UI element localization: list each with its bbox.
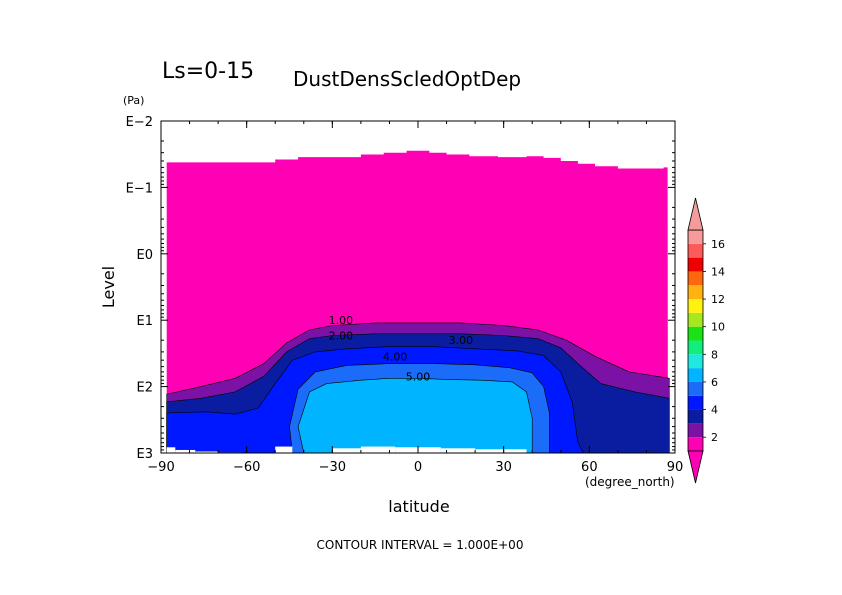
colorbar-band: [688, 271, 703, 286]
colorbar-tick-label: 8: [711, 348, 718, 361]
contour-label: 5.00: [406, 370, 431, 383]
colorbar-band: [688, 368, 703, 382]
y-tick-label: E1: [137, 314, 154, 329]
colorbar-tick-label: 6: [711, 376, 718, 389]
missing-gap: [275, 446, 293, 453]
x-axis-label: latitude: [388, 497, 449, 516]
colorbar-tick-label: 4: [711, 404, 718, 417]
colorbar-band: [688, 230, 703, 244]
colorbar-over-arrow: [687, 197, 704, 231]
missing-gap: [195, 451, 219, 453]
missing-gap: [175, 449, 196, 453]
plot-area: [166, 150, 670, 453]
x-tick-label: 0: [414, 460, 422, 475]
colorbar-band: [688, 395, 703, 410]
contour-label: 3.00: [449, 334, 474, 347]
colorbar-tick-label: 12: [711, 293, 725, 306]
x-tick-label: 60: [581, 460, 598, 475]
colorbar-tick-label: 16: [711, 238, 725, 251]
colorbar-under-arrow: [687, 450, 704, 484]
colorbar-tick-label: 14: [711, 265, 725, 278]
colorbar-tick-label: 2: [711, 431, 718, 444]
contour-label: 1.00: [329, 314, 354, 327]
contour-region: [297, 378, 533, 453]
colorbar-band: [688, 326, 703, 341]
contour-labels: 1.00 2.00 3.00 4.00 5.00: [329, 314, 473, 383]
title-left: Ls=0-15: [162, 59, 254, 84]
contour-fills: [166, 150, 670, 453]
missing-gap: [332, 448, 361, 453]
y-tick-label: E3: [137, 447, 154, 462]
y-tick-label: E−1: [126, 181, 153, 196]
colorbar-tick-label: 10: [711, 321, 725, 334]
x-unit: (degree_north): [585, 475, 675, 489]
colorbar-band: [688, 437, 703, 451]
contour-label: 4.00: [383, 350, 408, 363]
colorbar-band: [688, 285, 703, 300]
colorbar-band: [688, 381, 703, 396]
colorbar-band: [688, 257, 703, 272]
colorbar-band: [688, 299, 703, 313]
footer-contour-interval: CONTOUR INTERVAL = 1.000E+00: [317, 538, 524, 552]
missing-gap: [166, 447, 176, 453]
contour-label: 2.00: [329, 330, 354, 343]
y-unit: (Pa): [123, 94, 144, 107]
colorbar: 2 4 6 8 10 12 14 16: [687, 197, 725, 484]
y-tick-label: E0: [137, 248, 154, 263]
missing-gap: [440, 448, 476, 453]
colorbar-band: [688, 312, 703, 327]
colorbar-band: [688, 340, 703, 355]
missing-gap: [360, 446, 396, 453]
y-tick-labels: E−2 E−1 E0 E1 E2 E3: [126, 115, 153, 462]
y-axis-label: Level: [99, 266, 118, 308]
x-tick-label: −60: [233, 460, 260, 475]
missing-gap: [475, 449, 527, 453]
colorbar-band: [688, 243, 703, 258]
x-tick-label: 30: [495, 460, 512, 475]
y-tick-label: E−2: [126, 115, 153, 130]
colorbar-band: [688, 423, 703, 438]
axis-ticks: [160, 120, 676, 454]
chart-title: DustDensScledOptDep: [293, 67, 521, 91]
x-tick-labels: −90 −60 −30 0 30 60 90: [147, 460, 683, 475]
x-tick-label: 90: [667, 460, 684, 475]
x-tick-label: −30: [319, 460, 346, 475]
colorbar-band: [688, 409, 703, 424]
x-tick-label: −90: [147, 460, 174, 475]
y-tick-label: E2: [137, 381, 154, 396]
colorbar-band: [688, 354, 703, 369]
